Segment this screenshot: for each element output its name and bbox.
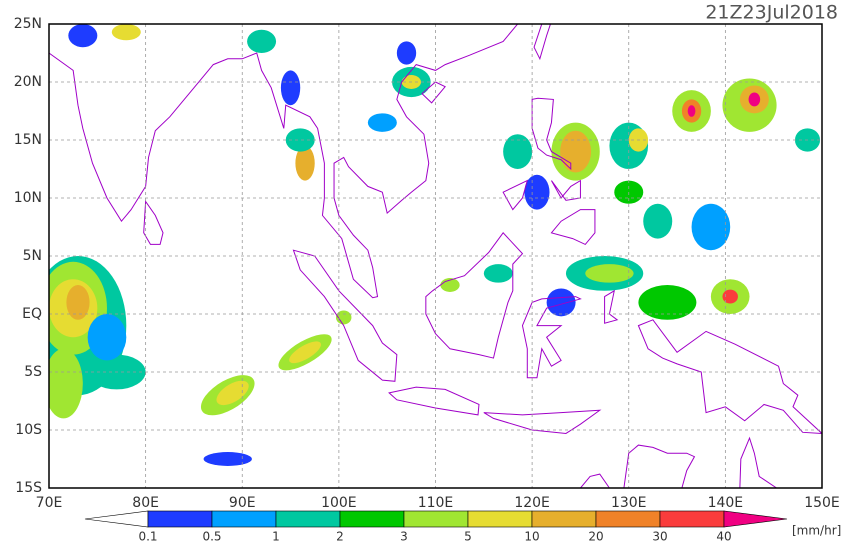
colorbar-box: [595, 510, 661, 528]
lon-label: 100E: [321, 495, 357, 511]
lat-label: 10N: [14, 190, 42, 206]
title: 21Z23Jul2018: [705, 2, 838, 24]
colorbar-label: 20: [588, 530, 603, 544]
lat-label: 15S: [15, 480, 42, 496]
map-area: [30, 18, 822, 502]
lon-label: 80E: [132, 495, 159, 511]
colorbar-label: 5: [464, 530, 472, 544]
colorbar-label: 3: [400, 530, 408, 544]
lon-label: 150E: [804, 495, 840, 511]
colorbar-box: [531, 510, 597, 528]
lon-label: 140E: [708, 495, 744, 511]
colorbar-label: 1: [272, 530, 280, 544]
lon-label: 90E: [229, 495, 256, 511]
map-frame: [48, 23, 823, 489]
colorbar-box: [467, 510, 533, 528]
colorbar-box: [339, 510, 405, 528]
axis-labels: 70E 80E 90E 100E 110E 120E 130E 140E 150E 25N 20N 1…: [14, 16, 840, 511]
colorbar: 0.1 0.5 1 2 3 5 10 20 30 40 [mm/hr]: [84, 510, 841, 544]
graticule: [49, 24, 822, 488]
lon-label: 120E: [514, 495, 550, 511]
lon-label: 110E: [418, 495, 454, 511]
colorbar-label: 30: [652, 530, 667, 544]
precip-field: [49, 24, 821, 466]
lat-label: 15N: [14, 132, 42, 148]
lat-label: 10S: [15, 422, 42, 438]
colorbar-over: [723, 510, 788, 528]
colorbar-box: [659, 510, 725, 528]
lat-label: 25N: [14, 16, 42, 32]
lon-label: 70E: [36, 495, 63, 511]
lon-label: 130E: [611, 495, 647, 511]
colorbar-label: 10: [524, 530, 539, 544]
colorbar-label: 40: [716, 530, 731, 544]
colorbar-label: 2: [336, 530, 344, 544]
colorbar-unit: [mm/hr]: [792, 524, 841, 538]
colorbar-box: [211, 510, 277, 528]
colorbar-label: 0.5: [202, 530, 221, 544]
lat-label: 5S: [24, 364, 42, 380]
coastlines: [30, 18, 822, 502]
colorbar-box: [403, 510, 469, 528]
lat-label: 5N: [23, 248, 42, 264]
colorbar-box: [275, 510, 341, 528]
lat-label: 20N: [14, 74, 42, 90]
colorbar-box: [147, 510, 213, 528]
colorbar-label: 0.1: [138, 530, 157, 544]
lat-label: EQ: [22, 306, 42, 322]
